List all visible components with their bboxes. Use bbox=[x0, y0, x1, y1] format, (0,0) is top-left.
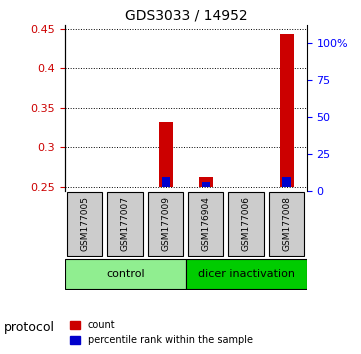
Bar bbox=[161, 177, 170, 187]
Bar bbox=[280, 34, 294, 187]
FancyBboxPatch shape bbox=[65, 259, 186, 289]
Text: GSM177007: GSM177007 bbox=[121, 196, 130, 251]
Bar bbox=[199, 177, 213, 187]
Bar bbox=[159, 122, 173, 187]
Text: dicer inactivation: dicer inactivation bbox=[198, 269, 295, 279]
Text: GSM177008: GSM177008 bbox=[282, 196, 291, 251]
FancyBboxPatch shape bbox=[269, 192, 304, 256]
Title: GDS3033 / 14952: GDS3033 / 14952 bbox=[125, 8, 247, 22]
Bar bbox=[202, 182, 210, 187]
Text: protocol: protocol bbox=[4, 321, 55, 334]
FancyBboxPatch shape bbox=[188, 192, 223, 256]
Text: GSM177009: GSM177009 bbox=[161, 196, 170, 251]
FancyBboxPatch shape bbox=[148, 192, 183, 256]
FancyBboxPatch shape bbox=[67, 192, 103, 256]
Text: GSM176904: GSM176904 bbox=[201, 196, 210, 251]
Text: GSM177005: GSM177005 bbox=[81, 196, 90, 251]
Text: control: control bbox=[106, 269, 145, 279]
FancyBboxPatch shape bbox=[186, 259, 307, 289]
FancyBboxPatch shape bbox=[228, 192, 264, 256]
Bar bbox=[282, 177, 291, 187]
Text: GSM177006: GSM177006 bbox=[242, 196, 251, 251]
FancyBboxPatch shape bbox=[107, 192, 143, 256]
Legend: count, percentile rank within the sample: count, percentile rank within the sample bbox=[66, 316, 257, 349]
